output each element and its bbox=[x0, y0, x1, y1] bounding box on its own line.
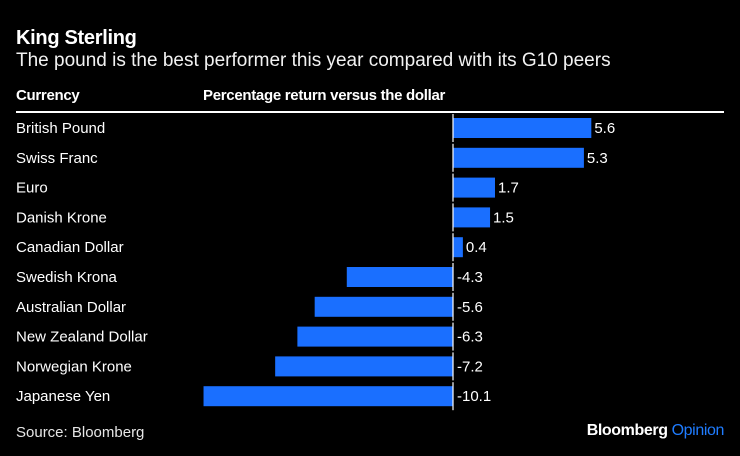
category-label: Swedish Krona bbox=[16, 269, 118, 286]
value-label: -4.3 bbox=[457, 269, 483, 286]
category-label: British Pound bbox=[16, 120, 105, 137]
value-label: 5.3 bbox=[587, 150, 608, 167]
brand-accent: Opinion bbox=[671, 422, 725, 439]
return-column-header: Percentage return versus the dollar bbox=[203, 87, 446, 104]
value-label: 1.5 bbox=[493, 209, 514, 226]
currency-column-header: Currency bbox=[16, 87, 80, 104]
category-label: Australian Dollar bbox=[16, 299, 126, 316]
bar bbox=[203, 386, 453, 407]
value-label: -10.1 bbox=[457, 388, 491, 405]
value-label: 1.7 bbox=[498, 180, 519, 197]
source-note: Source: Bloomberg bbox=[16, 424, 145, 441]
category-label: Swiss Franc bbox=[16, 150, 98, 167]
value-label: -6.3 bbox=[457, 329, 483, 346]
bar bbox=[297, 326, 453, 347]
header-rule bbox=[16, 111, 724, 113]
value-label: -5.6 bbox=[457, 299, 483, 316]
category-label: Canadian Dollar bbox=[16, 239, 124, 256]
bar bbox=[453, 237, 463, 258]
bar bbox=[453, 147, 584, 168]
bar bbox=[453, 207, 491, 228]
category-label: New Zealand Dollar bbox=[16, 329, 148, 346]
bar bbox=[314, 296, 453, 317]
bar bbox=[346, 267, 453, 287]
chart-title: King Sterling bbox=[16, 27, 137, 49]
brand-logo: Bloomberg Opinion bbox=[586, 422, 725, 440]
category-label: Danish Krone bbox=[16, 209, 107, 226]
category-label: Norwegian Krone bbox=[16, 358, 132, 375]
value-label: 5.6 bbox=[594, 120, 615, 137]
bar bbox=[275, 356, 453, 377]
bar bbox=[453, 177, 495, 198]
brand-main: Bloomberg bbox=[586, 422, 668, 439]
value-label: 0.4 bbox=[466, 239, 487, 256]
bar bbox=[453, 118, 592, 138]
category-label: Japanese Yen bbox=[16, 388, 110, 405]
category-label: Euro bbox=[16, 180, 48, 197]
value-label: -7.2 bbox=[457, 358, 483, 375]
chart-subtitle: The pound is the best performer this yea… bbox=[16, 50, 611, 71]
